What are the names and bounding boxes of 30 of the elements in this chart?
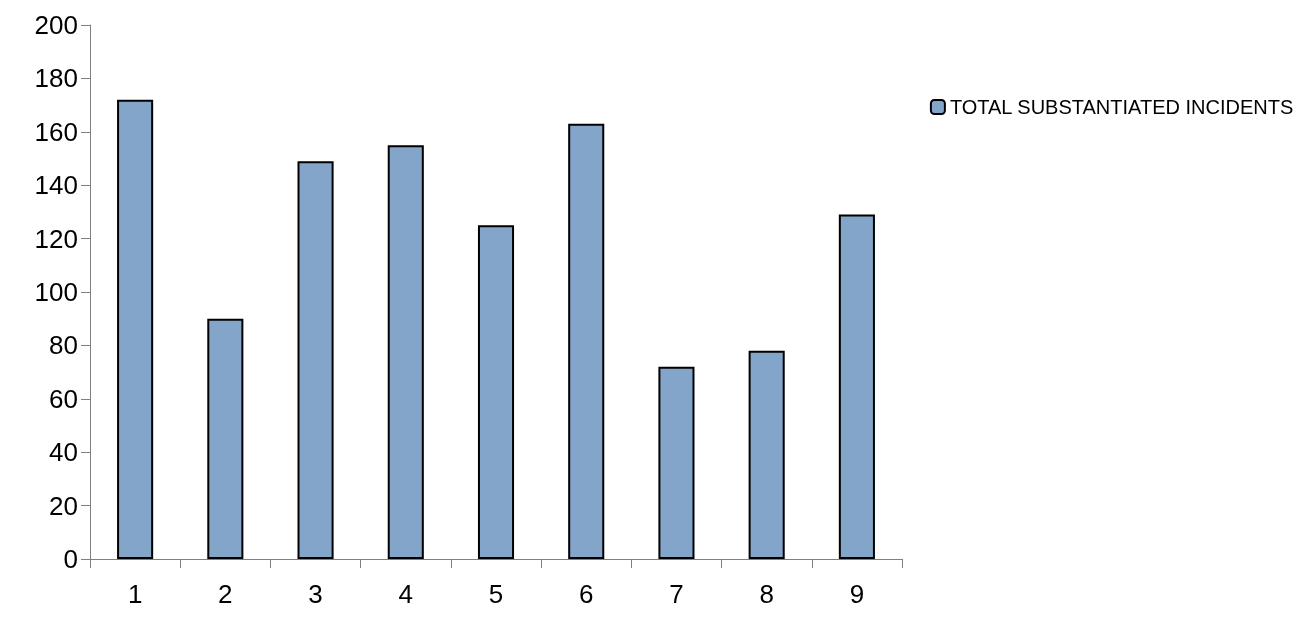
bar	[838, 214, 875, 559]
bar	[117, 99, 154, 559]
y-tick-label: 0	[63, 544, 78, 574]
bar	[297, 161, 334, 559]
bar	[748, 350, 785, 559]
bar	[658, 366, 695, 559]
y-tick-label: 120	[34, 223, 78, 254]
x-tick-label: 2	[218, 579, 233, 609]
y-tick-label: 60	[49, 383, 78, 414]
y-tick-label: 160	[34, 116, 78, 147]
bar	[207, 318, 244, 559]
bar	[568, 123, 605, 559]
y-tick-label: 80	[49, 330, 78, 361]
y-tick-label: 200	[34, 10, 78, 40]
bar	[387, 145, 424, 559]
bar	[477, 225, 515, 559]
x-tick-label: 9	[849, 579, 865, 609]
y-tick-label: 100	[34, 277, 78, 307]
x-tick-label: 1	[127, 579, 143, 609]
x-tick-label: 4	[398, 579, 414, 609]
x-tick-label: 3	[308, 579, 323, 609]
x-tick-label: 5	[488, 579, 504, 609]
legend-label: TOTAL SUBSTANTIATED INCIDENTS	[949, 96, 1294, 118]
x-tick-label: 7	[669, 579, 684, 609]
x-tick-label: 8	[759, 579, 774, 609]
x-tick-label: 6	[578, 579, 594, 609]
y-tick-label: 180	[34, 63, 78, 94]
y-tick-label: 20	[49, 490, 78, 521]
y-tick-label: 40	[49, 437, 78, 468]
y-tick-label: 140	[34, 170, 78, 201]
